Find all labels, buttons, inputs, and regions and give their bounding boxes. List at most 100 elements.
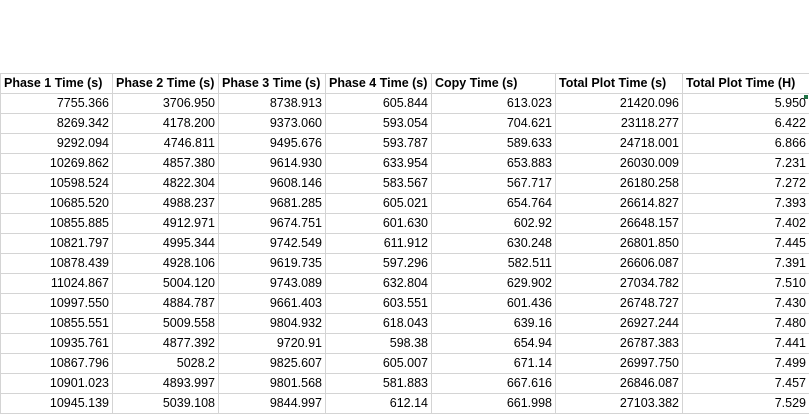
cell-phase-2-time[interactable]: 4178.200 <box>112 113 219 134</box>
cell-total-plot-time-s[interactable]: 26180.258 <box>555 173 683 194</box>
cell-phase-1-time[interactable]: 10855.885 <box>0 213 113 234</box>
cell-phase-1-time[interactable]: 10997.550 <box>0 293 113 314</box>
cell-phase-1-time[interactable]: 10945.139 <box>0 393 113 414</box>
cell-phase-2-time[interactable]: 4928.106 <box>112 253 219 274</box>
cell-phase-3-time[interactable]: 9825.607 <box>218 353 326 374</box>
cell-phase-4-time[interactable]: 598.38 <box>325 333 432 354</box>
cell-phase-2-time[interactable]: 5004.120 <box>112 273 219 294</box>
cell-phase-1-time[interactable]: 8269.342 <box>0 113 113 134</box>
cell-copy-time[interactable]: 582.511 <box>431 253 556 274</box>
cell-phase-3-time[interactable]: 9619.735 <box>218 253 326 274</box>
cell-phase-1-time[interactable]: 11024.867 <box>0 273 113 294</box>
cell-copy-time[interactable]: 639.16 <box>431 313 556 334</box>
header-total-plot-time-h[interactable]: Total Plot Time (H) <box>682 73 809 94</box>
header-copy-time[interactable]: Copy Time (s) <box>431 73 556 94</box>
cell-phase-1-time[interactable]: 7755.366 <box>0 93 113 114</box>
cell-copy-time[interactable]: 629.902 <box>431 273 556 294</box>
cell-total-plot-time-h[interactable]: 7.445 <box>682 233 809 254</box>
cell-phase-2-time[interactable]: 4988.237 <box>112 193 219 214</box>
cell-copy-time[interactable]: 601.436 <box>431 293 556 314</box>
cell-phase-3-time[interactable]: 9742.549 <box>218 233 326 254</box>
cell-total-plot-time-h[interactable]: 7.441 <box>682 333 809 354</box>
cell-phase-2-time[interactable]: 3706.950 <box>112 93 219 114</box>
cell-phase-1-time[interactable]: 10685.520 <box>0 193 113 214</box>
cell-total-plot-time-h[interactable]: 7.272 <box>682 173 809 194</box>
cell-total-plot-time-h[interactable]: 7.457 <box>682 373 809 394</box>
cell-total-plot-time-h[interactable]: 7.430 <box>682 293 809 314</box>
header-phase-3-time[interactable]: Phase 3 Time (s) <box>218 73 326 94</box>
cell-phase-4-time[interactable]: 581.883 <box>325 373 432 394</box>
cell-copy-time[interactable]: 567.717 <box>431 173 556 194</box>
cell-total-plot-time-s[interactable]: 26648.157 <box>555 213 683 234</box>
cell-phase-1-time[interactable]: 10821.797 <box>0 233 113 254</box>
cell-phase-4-time[interactable]: 603.551 <box>325 293 432 314</box>
cell-phase-4-time[interactable]: 593.054 <box>325 113 432 134</box>
cell-total-plot-time-s[interactable]: 27103.382 <box>555 393 683 414</box>
selection-fill-handle[interactable] <box>804 95 808 99</box>
cell-phase-3-time[interactable]: 9804.932 <box>218 313 326 334</box>
cell-phase-4-time[interactable]: 611.912 <box>325 233 432 254</box>
cell-phase-1-time[interactable]: 10935.761 <box>0 333 113 354</box>
cell-total-plot-time-h[interactable]: 7.393 <box>682 193 809 214</box>
cell-phase-1-time[interactable]: 9292.094 <box>0 133 113 154</box>
cell-phase-2-time[interactable]: 4857.380 <box>112 153 219 174</box>
cell-phase-3-time[interactable]: 9720.91 <box>218 333 326 354</box>
cell-phase-4-time[interactable]: 618.043 <box>325 313 432 334</box>
cell-total-plot-time-h[interactable]: 7.231 <box>682 153 809 174</box>
cell-phase-2-time[interactable]: 5009.558 <box>112 313 219 334</box>
cell-phase-2-time[interactable]: 5028.2 <box>112 353 219 374</box>
cell-total-plot-time-s[interactable]: 27034.782 <box>555 273 683 294</box>
empty-cells-area[interactable] <box>0 0 809 73</box>
cell-copy-time[interactable]: 667.616 <box>431 373 556 394</box>
cell-phase-1-time[interactable]: 10598.524 <box>0 173 113 194</box>
cell-copy-time[interactable]: 654.764 <box>431 193 556 214</box>
cell-copy-time[interactable]: 661.998 <box>431 393 556 414</box>
cell-total-plot-time-s[interactable]: 21420.096 <box>555 93 683 114</box>
cell-phase-4-time[interactable]: 605.844 <box>325 93 432 114</box>
cell-copy-time[interactable]: 653.883 <box>431 153 556 174</box>
cell-total-plot-time-h[interactable]: 7.510 <box>682 273 809 294</box>
cell-phase-4-time[interactable]: 633.954 <box>325 153 432 174</box>
cell-phase-3-time[interactable]: 9674.751 <box>218 213 326 234</box>
cell-total-plot-time-h[interactable]: 7.391 <box>682 253 809 274</box>
cell-copy-time[interactable]: 613.023 <box>431 93 556 114</box>
cell-phase-2-time[interactable]: 4995.344 <box>112 233 219 254</box>
cell-phase-2-time[interactable]: 4912.971 <box>112 213 219 234</box>
cell-total-plot-time-s[interactable]: 26846.087 <box>555 373 683 394</box>
cell-copy-time[interactable]: 671.14 <box>431 353 556 374</box>
cell-phase-1-time[interactable]: 10901.023 <box>0 373 113 394</box>
cell-phase-1-time[interactable]: 10867.796 <box>0 353 113 374</box>
cell-phase-3-time[interactable]: 9801.568 <box>218 373 326 394</box>
cell-total-plot-time-s[interactable]: 23118.277 <box>555 113 683 134</box>
cell-total-plot-time-h[interactable]: 6.422 <box>682 113 809 134</box>
cell-phase-3-time[interactable]: 9661.403 <box>218 293 326 314</box>
cell-total-plot-time-s[interactable]: 26927.244 <box>555 313 683 334</box>
cell-total-plot-time-h[interactable]: 7.402 <box>682 213 809 234</box>
cell-total-plot-time-s[interactable]: 26748.727 <box>555 293 683 314</box>
cell-phase-3-time[interactable]: 9495.676 <box>218 133 326 154</box>
cell-phase-2-time[interactable]: 4746.811 <box>112 133 219 154</box>
cell-phase-4-time[interactable]: 605.007 <box>325 353 432 374</box>
cell-copy-time[interactable]: 602.92 <box>431 213 556 234</box>
cell-total-plot-time-s[interactable]: 26787.383 <box>555 333 683 354</box>
cell-total-plot-time-s[interactable]: 26614.827 <box>555 193 683 214</box>
cell-phase-3-time[interactable]: 8738.913 <box>218 93 326 114</box>
cell-total-plot-time-s[interactable]: 26997.750 <box>555 353 683 374</box>
cell-phase-2-time[interactable]: 4877.392 <box>112 333 219 354</box>
cell-copy-time[interactable]: 630.248 <box>431 233 556 254</box>
cell-phase-4-time[interactable]: 583.567 <box>325 173 432 194</box>
cell-total-plot-time-s[interactable]: 24718.001 <box>555 133 683 154</box>
cell-phase-3-time[interactable]: 9844.997 <box>218 393 326 414</box>
cell-total-plot-time-h[interactable]: 6.866 <box>682 133 809 154</box>
cell-phase-4-time[interactable]: 593.787 <box>325 133 432 154</box>
header-phase-4-time[interactable]: Phase 4 Time (s) <box>325 73 432 94</box>
header-phase-2-time[interactable]: Phase 2 Time (s) <box>112 73 219 94</box>
cell-copy-time[interactable]: 654.94 <box>431 333 556 354</box>
cell-phase-2-time[interactable]: 5039.108 <box>112 393 219 414</box>
cell-phase-2-time[interactable]: 4884.787 <box>112 293 219 314</box>
cell-total-plot-time-h[interactable]: 7.529 <box>682 393 809 414</box>
cell-phase-4-time[interactable]: 632.804 <box>325 273 432 294</box>
cell-phase-2-time[interactable]: 4893.997 <box>112 373 219 394</box>
cell-phase-3-time[interactable]: 9614.930 <box>218 153 326 174</box>
header-phase-1-time[interactable]: Phase 1 Time (s) <box>0 73 113 94</box>
